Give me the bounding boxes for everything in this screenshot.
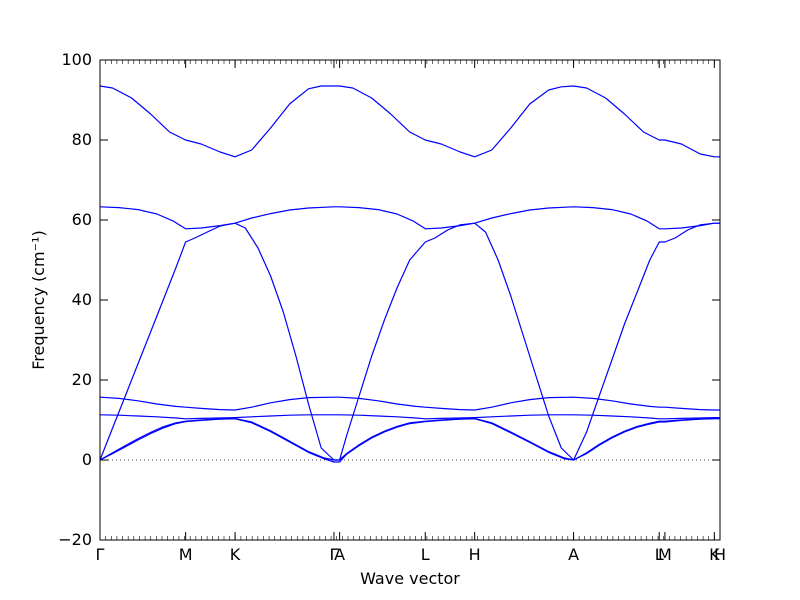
x-tick-label-8: A xyxy=(568,545,579,564)
x-tick-label-12: H xyxy=(714,545,726,564)
x-tick-label-2: M xyxy=(179,545,193,564)
x-tick-label-5: A xyxy=(334,545,345,564)
y-tick-label: 0 xyxy=(82,450,92,469)
band-line-3 xyxy=(99,222,720,461)
y-tick-label: 100 xyxy=(61,50,92,69)
band-line-4 xyxy=(99,396,720,411)
band-line-6 xyxy=(99,417,720,461)
x-tick-label-10: M xyxy=(658,545,672,564)
axes-frame xyxy=(99,59,721,541)
x-tick-label-6: L xyxy=(421,545,430,564)
x-tick-label-9: L xyxy=(655,545,664,564)
x-tick-label-4: Γ xyxy=(329,545,338,564)
x-tick-label-1: Γ xyxy=(96,545,105,564)
band-line-1 xyxy=(99,85,720,158)
y-tick-label: 40 xyxy=(72,290,92,309)
band-line-7 xyxy=(99,418,720,463)
band-line-2 xyxy=(99,206,720,230)
x-tick-label-3: K xyxy=(230,545,241,564)
band-line-5 xyxy=(99,414,720,420)
y-axis-label: Frequency (cm⁻¹) xyxy=(29,230,48,369)
x-tick-label-7: H xyxy=(469,545,481,564)
y-tick-label: −20 xyxy=(58,530,92,549)
y-tick-label: 60 xyxy=(72,210,92,229)
y-tick-label: 20 xyxy=(72,370,92,389)
y-tick-label: 80 xyxy=(72,130,92,149)
x-tick-label-11: K xyxy=(709,545,720,564)
x-axis-label: Wave vector xyxy=(360,569,460,588)
